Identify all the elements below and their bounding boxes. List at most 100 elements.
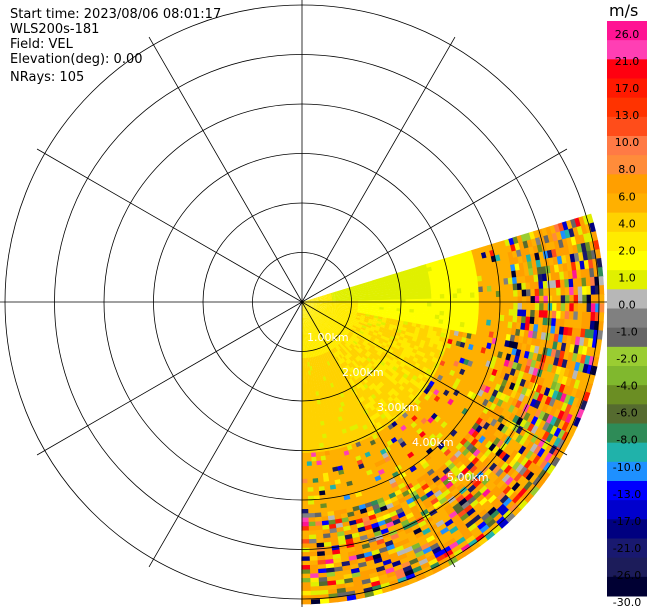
data-cell — [453, 450, 463, 459]
data-cell — [488, 331, 495, 339]
data-cell — [376, 542, 387, 550]
data-cell — [433, 457, 443, 466]
data-cell — [504, 380, 512, 390]
data-cell — [343, 288, 349, 291]
data-cell — [354, 344, 360, 350]
data-cell — [337, 469, 345, 476]
data-cell — [303, 327, 305, 333]
data-cell — [499, 392, 507, 402]
data-cell — [508, 503, 519, 514]
data-cell — [418, 479, 427, 488]
data-cell — [330, 320, 335, 325]
data-cell — [386, 488, 395, 496]
data-cell — [474, 375, 482, 383]
data-cell — [306, 300, 311, 302]
data-cell — [333, 570, 344, 577]
data-cell — [323, 546, 333, 552]
data-cell — [339, 322, 345, 326]
data-cell — [457, 293, 462, 299]
data-cell — [355, 317, 361, 321]
data-cell — [495, 338, 502, 346]
data-cell — [460, 430, 469, 439]
data-cell — [390, 481, 399, 489]
data-cell — [328, 364, 333, 371]
data-cell — [401, 273, 408, 279]
data-cell — [503, 321, 509, 329]
data-cell — [314, 338, 318, 344]
data-cell — [326, 356, 331, 362]
data-cell — [581, 286, 588, 296]
data-cell — [351, 287, 357, 291]
data-cell — [306, 302, 311, 304]
data-cell — [314, 512, 322, 518]
data-cell — [454, 460, 464, 470]
data-cell — [461, 489, 471, 499]
data-cell — [517, 309, 523, 317]
data-cell — [436, 508, 447, 517]
data-cell — [553, 417, 562, 429]
data-cell — [465, 383, 473, 392]
data-cell — [460, 257, 467, 265]
data-cell — [526, 483, 537, 494]
data-cell — [415, 323, 422, 329]
data-cell — [505, 388, 514, 398]
data-cell — [301, 422, 306, 428]
data-cell — [396, 305, 402, 309]
data-cell — [502, 497, 513, 508]
colorbar-swatch — [607, 519, 647, 539]
data-cell — [343, 380, 349, 387]
data-cell — [405, 483, 414, 491]
data-cell — [404, 286, 410, 291]
data-cell — [328, 427, 335, 434]
colorbar-tick: -1.0 — [616, 326, 637, 339]
data-cell — [430, 512, 441, 521]
data-cell — [312, 387, 316, 393]
data-cell — [574, 388, 583, 400]
data-cell — [538, 251, 545, 261]
data-cell — [407, 321, 413, 327]
data-cell — [397, 553, 408, 561]
data-cell — [340, 517, 350, 524]
data-cell — [525, 309, 531, 318]
data-cell — [324, 454, 331, 461]
data-cell — [340, 321, 345, 325]
data-cell — [568, 405, 577, 417]
data-cell — [353, 295, 359, 298]
data-cell — [505, 488, 515, 499]
data-cell — [518, 401, 527, 412]
data-cell — [356, 361, 362, 368]
data-cell — [308, 538, 317, 544]
data-cell — [310, 361, 314, 367]
data-cell — [481, 437, 490, 447]
data-cell — [543, 303, 549, 312]
data-cell — [561, 255, 568, 265]
data-cell — [594, 347, 601, 359]
data-cell — [483, 336, 489, 344]
data-cell — [529, 344, 536, 354]
data-cell — [366, 334, 373, 339]
data-cell — [455, 258, 462, 266]
data-cell — [343, 582, 355, 589]
data-cell — [320, 319, 325, 324]
data-cell — [534, 288, 540, 297]
data-cell — [478, 335, 485, 343]
data-cell — [541, 421, 551, 432]
data-cell — [325, 320, 330, 325]
data-cell — [340, 307, 346, 311]
data-cell — [439, 332, 446, 339]
data-cell — [459, 341, 466, 349]
data-cell — [516, 475, 526, 486]
data-cell — [433, 322, 439, 328]
data-cell — [417, 558, 429, 567]
data-cell — [590, 303, 596, 313]
data-cell — [379, 297, 385, 301]
data-cell — [335, 461, 343, 467]
data-cell — [468, 412, 476, 421]
colorbar-tick: -4.0 — [616, 380, 637, 393]
data-cell — [481, 319, 488, 326]
data-cell — [336, 531, 345, 538]
colorbar-swatch — [607, 481, 647, 501]
data-cell — [318, 305, 324, 307]
data-cell — [482, 257, 489, 265]
data-cell — [440, 267, 447, 274]
